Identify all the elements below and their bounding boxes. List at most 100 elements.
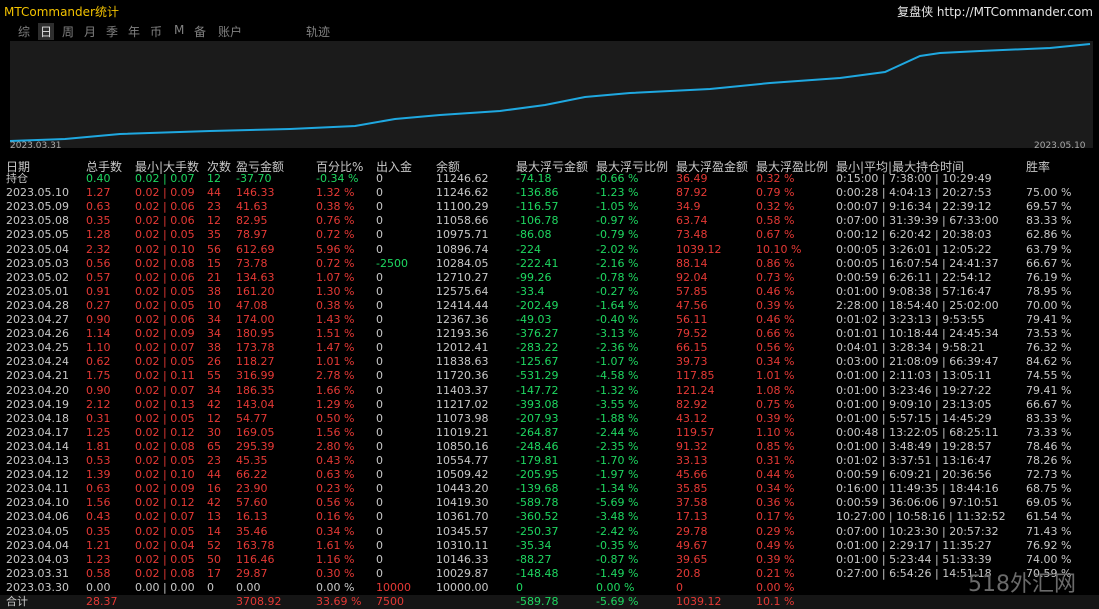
tab-3[interactable]: 月 — [84, 25, 97, 39]
cell-pct: 1.16 % — [316, 552, 355, 566]
cell-pnl: 35.46 — [236, 524, 268, 538]
tab-0[interactable]: 综 — [18, 25, 31, 39]
cell-minmax: 0.02 | 0.04 — [135, 538, 195, 552]
brand-link[interactable]: 复盘侠 http://MTCommander.com — [897, 5, 1093, 19]
table-row[interactable]: 2023.05.04 2.32 0.02 | 0.10 56 612.69 5.96 % 0… — [0, 243, 1099, 257]
table-row[interactable]: 2023.04.10 1.56 0.02 | 0.12 42 57.60 0.56 % 0 1… — [0, 496, 1099, 510]
table-row[interactable]: 2023.05.08 0.35 0.02 | 0.06 12 82.95 0.76 % 0 1… — [0, 214, 1099, 228]
cell-pnl: 47.08 — [236, 298, 268, 312]
header-maxloss[interactable]: 最大浮亏金额 — [516, 160, 589, 174]
cell-balance: 10554.77 — [436, 454, 489, 467]
cell-hold: 0:00:07 | 9:16:34 | 22:39:12 — [836, 200, 992, 214]
cell-hold: 10:27:00 | 10:58:16 | 11:32:52 — [836, 510, 1006, 524]
table-row[interactable]: 持仓 0.40 0.02 | 0.07 12 -37.70 -0.34 % 0 11246.6… — [0, 172, 1099, 186]
cell-maxloss_pct: -2.02 % — [596, 242, 639, 256]
tab-5[interactable]: 年 — [128, 25, 141, 39]
tab-6[interactable]: 币 — [150, 25, 163, 39]
table-row[interactable]: 2023.04.17 1.25 0.02 | 0.12 30 169.05 1.56 % 0… — [0, 426, 1099, 440]
cell-maxprofit_pct: 0.86 % — [756, 256, 795, 270]
header-lots[interactable]: 总手数 — [86, 160, 123, 174]
total-row[interactable]: 合计 28.37 3708.92 33.69 % 7500 -589.78 -5.69 % 1… — [0, 595, 1099, 609]
header-hold[interactable]: 最小|平均|最大持仓时间 — [836, 160, 965, 174]
table-row[interactable]: 2023.04.28 0.27 0.02 | 0.05 10 47.08 0.38 % 0 1… — [0, 299, 1099, 313]
cell-pct: 1.47 % — [316, 341, 355, 355]
header-pnl[interactable]: 盈亏金额 — [236, 160, 285, 174]
cell-maxloss_pct: -3.13 % — [596, 327, 639, 341]
tab-2[interactable]: 周 — [62, 25, 75, 39]
table-row[interactable]: 2023.03.31 0.58 0.02 | 0.08 17 29.87 0.30 % 0 1… — [0, 567, 1099, 581]
cell-pct: 0.72 % — [316, 256, 355, 270]
chart-start-date: 2023.03.31 — [10, 141, 62, 151]
cell-balance: 12193.36 — [436, 327, 489, 341]
header-date[interactable]: 日期 — [6, 160, 31, 174]
table-row[interactable]: 2023.04.03 1.23 0.02 | 0.05 50 116.46 1.16 % 0… — [0, 553, 1099, 567]
table-row[interactable]: 2023.05.01 0.91 0.02 | 0.05 38 161.20 1.30 % 0… — [0, 285, 1099, 299]
tab-10[interactable]: 轨迹 — [306, 25, 331, 39]
table-row[interactable]: 2023.04.26 1.14 0.02 | 0.09 34 180.95 1.51 % 0… — [0, 327, 1099, 341]
header-maxprofit_pct[interactable]: 最大浮盈比例 — [756, 160, 829, 174]
table-row[interactable]: 2023.05.02 0.57 0.02 | 0.06 21 134.63 1.07 % 0… — [0, 271, 1099, 285]
cell-hold: 0:00:59 | 36:06:06 | 97:10:51 — [836, 496, 999, 510]
header-winrate[interactable]: 胜率 — [1026, 160, 1051, 174]
cell-winrate: 74.00 % — [1026, 552, 1072, 566]
cell-balance: 10000.00 — [436, 580, 489, 594]
table-row[interactable]: 2023.04.24 0.62 0.02 | 0.05 26 118.27 1.01 % 0… — [0, 355, 1099, 369]
table-row[interactable]: 2023.04.21 1.75 0.02 | 0.11 55 316.99 2.78 % 0… — [0, 369, 1099, 383]
cell-maxprofit: 34.9 — [676, 200, 701, 214]
tab-1[interactable]: 日 — [38, 23, 55, 40]
equity-chart — [10, 41, 1093, 148]
cell-lots: 2.12 — [86, 397, 111, 411]
table-row[interactable]: 2023.04.20 0.90 0.02 | 0.07 34 186.35 1.66 % 0… — [0, 384, 1099, 398]
cell-minmax: 0.00 | 0.00 — [135, 580, 195, 594]
cell-maxprofit_pct: 0.79 % — [756, 186, 795, 200]
cell-inout: 0 — [376, 439, 383, 453]
header-maxprofit[interactable]: 最大浮盈金额 — [676, 160, 749, 174]
header-minmax[interactable]: 最小|大手数 — [135, 160, 200, 174]
cell-winrate: 73.33 % — [1026, 425, 1072, 439]
table-row[interactable]: 2023.04.04 1.21 0.02 | 0.04 52 163.78 1.61 % 0… — [0, 539, 1099, 553]
cell-date: 2023.04.17 — [6, 425, 69, 439]
table-row[interactable]: 2023.04.13 0.53 0.02 | 0.05 23 45.35 0.43 % 0 1… — [0, 454, 1099, 468]
cell-pnl: 23.90 — [236, 482, 268, 496]
cell-pnl: 41.63 — [236, 200, 268, 214]
cell-maxprofit_pct: 1.08 % — [756, 383, 795, 397]
chart-end-date: 2023.05.10 — [1034, 141, 1086, 151]
cell-date: 2023.05.03 — [6, 256, 69, 270]
cell-date: 2023.04.25 — [6, 341, 69, 355]
cell-count: 12 — [207, 214, 221, 228]
cell-pnl: -37.70 — [236, 172, 272, 185]
cell-maxloss: -393.08 — [516, 397, 559, 411]
header-pct[interactable]: 百分比% — [316, 160, 364, 174]
header-inout[interactable]: 出入金 — [376, 160, 413, 174]
table-row[interactable]: 2023.04.06 0.43 0.02 | 0.07 13 16.13 0.16 % 0 1… — [0, 510, 1099, 524]
header-balance[interactable]: 余额 — [436, 160, 461, 174]
table-row[interactable]: 2023.04.14 1.81 0.02 | 0.08 65 295.39 2.80 % 0… — [0, 440, 1099, 454]
table-row[interactable]: 2023.05.03 0.56 0.02 | 0.08 15 73.78 0.72 % -2… — [0, 257, 1099, 271]
cell-maxloss_pct: -1.70 % — [596, 454, 639, 467]
tab-9[interactable]: 账户 — [218, 25, 243, 39]
header-count[interactable]: 次数 — [207, 160, 232, 174]
cell-date: 2023.05.02 — [6, 270, 69, 284]
cell-hold: 0:00:05 | 3:26:01 | 12:05:22 — [836, 242, 992, 256]
cell-maxprofit_pct: 1.10 % — [756, 425, 795, 439]
table-row[interactable]: 2023.05.09 0.63 0.02 | 0.06 23 41.63 0.38 % 0 1… — [0, 200, 1099, 214]
tab-7[interactable]: M — [174, 23, 185, 37]
cell-maxloss_pct: -0.97 % — [596, 214, 639, 228]
header-maxloss_pct[interactable]: 最大浮亏比例 — [596, 160, 669, 174]
tab-4[interactable]: 季 — [106, 25, 119, 39]
cell-pct: 1.66 % — [316, 383, 355, 397]
table-row[interactable]: 2023.04.05 0.35 0.02 | 0.05 14 35.46 0.34 % 0 1… — [0, 525, 1099, 539]
table-row[interactable]: 2023.03.30 0.00 0.00 | 0.00 0 0.00 0.00 % 1000… — [0, 581, 1099, 595]
cell-hold: 0:01:00 | 5:57:15 | 14:45:29 — [836, 411, 992, 425]
table-row[interactable]: 2023.04.11 0.63 0.02 | 0.09 16 23.90 0.23 % 0 1… — [0, 482, 1099, 496]
table-row[interactable]: 2023.04.18 0.31 0.02 | 0.05 12 54.77 0.50 % 0 1… — [0, 412, 1099, 426]
table-row[interactable]: 2023.04.25 1.10 0.02 | 0.07 38 173.78 1.47 % 0… — [0, 341, 1099, 355]
table-row[interactable]: 2023.04.12 1.39 0.02 | 0.10 44 66.22 0.63 % 0 1… — [0, 468, 1099, 482]
table-row[interactable]: 2023.05.05 1.28 0.02 | 0.05 35 78.97 0.72 % 0 1… — [0, 228, 1099, 242]
table-row[interactable]: 2023.05.10 1.27 0.02 | 0.09 44 146.33 1.32 % 0… — [0, 186, 1099, 200]
cell-pct: 1.29 % — [316, 397, 355, 411]
cell-pnl: 16.13 — [236, 510, 268, 524]
table-row[interactable]: 2023.04.27 0.90 0.02 | 0.06 34 174.00 1.43 % 0… — [0, 313, 1099, 327]
tab-8[interactable]: 备 — [194, 25, 207, 39]
table-row[interactable]: 2023.04.19 2.12 0.02 | 0.13 42 143.04 1.29 % 0… — [0, 398, 1099, 412]
